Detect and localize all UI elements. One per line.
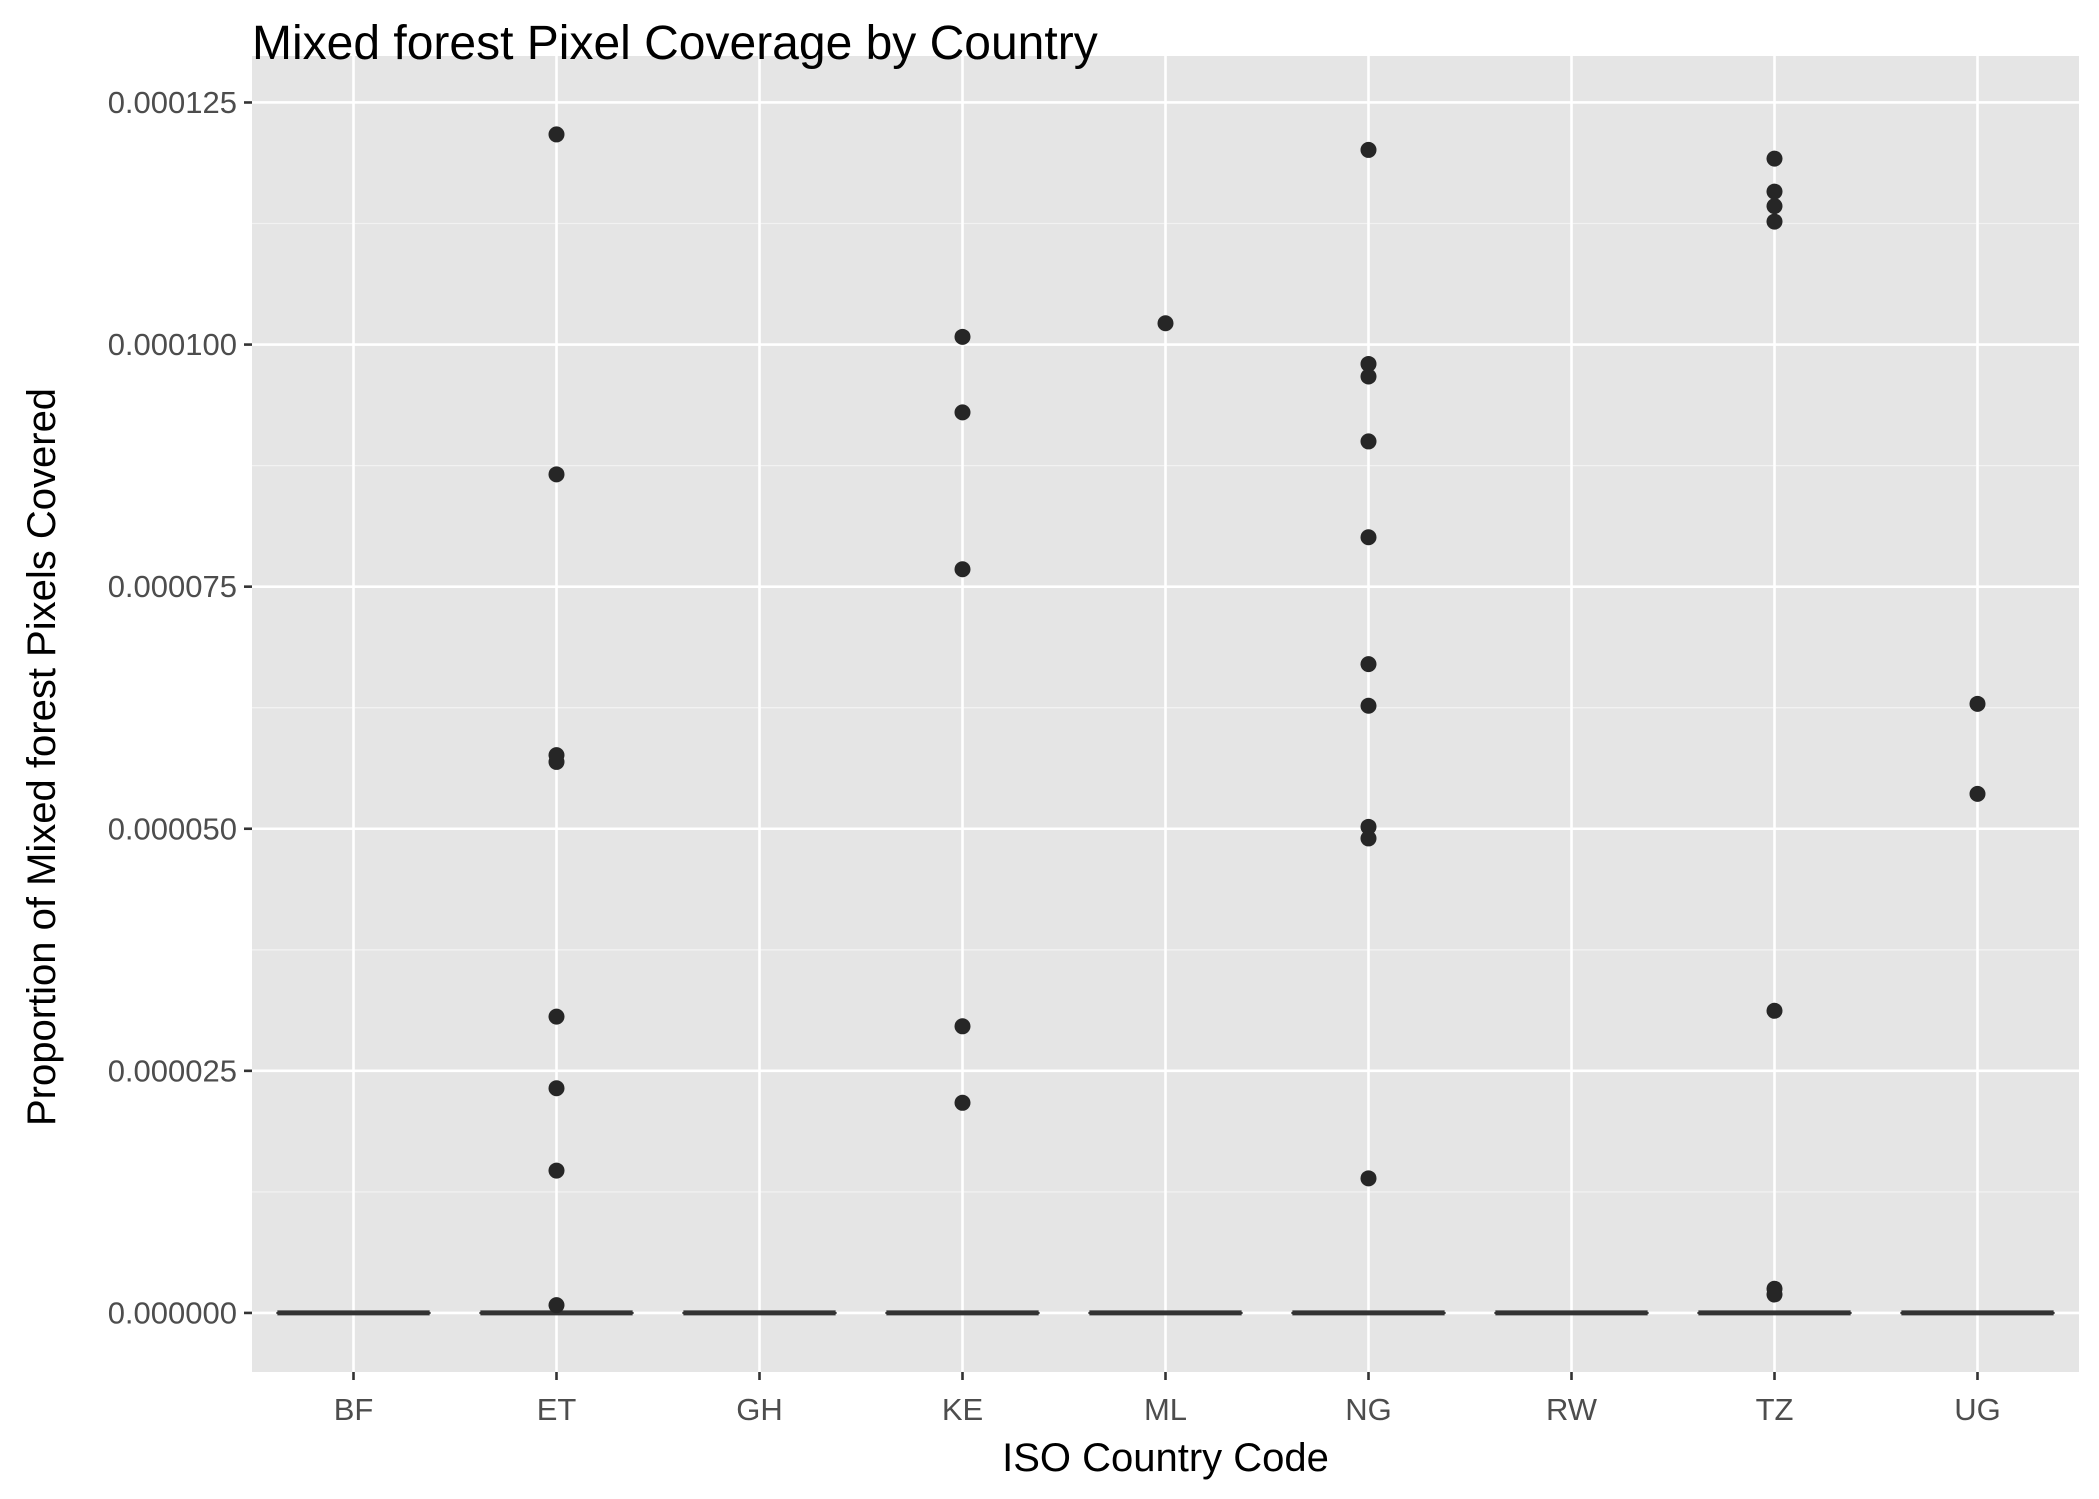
outlier-point <box>954 561 971 578</box>
x-tick-label: KE <box>942 1392 983 1427</box>
y-axis-title: Proportion of Mixed forest Pixels Covere… <box>20 388 64 1126</box>
outlier-point <box>1360 433 1377 450</box>
outlier-point <box>1969 695 1986 712</box>
outlier-point <box>1766 150 1783 167</box>
x-tick-label: ML <box>1144 1392 1187 1427</box>
outlier-point <box>1360 355 1377 372</box>
outlier-point <box>548 1008 565 1025</box>
x-axis: BF ET GH KE ML NG RW TZ UG <box>334 1372 2001 1427</box>
x-tick-label: NG <box>1345 1392 1392 1427</box>
outlier-point <box>1766 1286 1783 1303</box>
outlier-point <box>1360 697 1377 714</box>
y-tick-label: 0.000075 <box>108 569 237 604</box>
outlier-point <box>954 404 971 421</box>
outlier-point <box>1766 183 1783 200</box>
y-tick-label: 0.000100 <box>108 327 237 362</box>
x-tick-label: ET <box>537 1392 577 1427</box>
outlier-point <box>548 753 565 770</box>
outlier-point <box>954 1094 971 1111</box>
x-axis-title: ISO Country Code <box>1002 1436 1329 1480</box>
outlier-point <box>1360 529 1377 546</box>
outlier-point <box>1360 1170 1377 1187</box>
outlier-point <box>1360 830 1377 847</box>
outlier-point <box>1766 1002 1783 1019</box>
x-tick-label: RW <box>1546 1392 1598 1427</box>
y-tick-label: 0.000050 <box>108 811 237 846</box>
outlier-point <box>954 328 971 345</box>
x-tick-label: BF <box>334 1392 374 1427</box>
outlier-point <box>548 466 565 483</box>
outlier-points <box>548 126 1986 1314</box>
outlier-point <box>1360 368 1377 385</box>
x-tick-label: UG <box>1954 1392 2001 1427</box>
major-gridlines <box>252 56 2079 1372</box>
y-tick-label: 0.000025 <box>108 1053 237 1088</box>
outlier-point <box>1157 315 1174 332</box>
outlier-point <box>1360 141 1377 158</box>
y-tick-label: 0.000000 <box>108 1295 237 1330</box>
y-axis: 0.000000 0.000025 0.000050 0.000075 0.000100… <box>108 85 252 1330</box>
outlier-point <box>1360 656 1377 673</box>
outlier-point <box>548 1080 565 1097</box>
outlier-point <box>1766 213 1783 230</box>
x-tick-label: GH <box>736 1392 783 1427</box>
outlier-point <box>954 1018 971 1035</box>
outlier-point <box>548 126 565 143</box>
outlier-point <box>548 1297 565 1314</box>
x-tick-label: TZ <box>1756 1392 1794 1427</box>
outlier-point <box>1360 818 1377 835</box>
outlier-point <box>1969 785 1986 802</box>
outlier-point <box>548 1162 565 1179</box>
chart-title: Mixed forest Pixel Coverage by Country <box>252 17 1098 70</box>
outlier-point <box>1766 198 1783 215</box>
y-tick-label: 0.000125 <box>108 85 237 120</box>
